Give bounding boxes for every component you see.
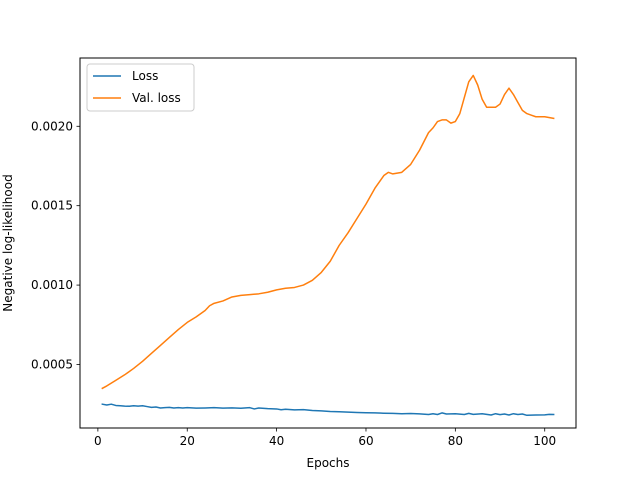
legend-label-loss: Loss	[132, 69, 158, 83]
x-tick-label: 40	[269, 434, 284, 448]
series-line-val-loss	[101, 74, 555, 390]
x-tick-label: 20	[180, 434, 195, 448]
x-tick-label: 0	[94, 434, 102, 448]
series-line-loss	[101, 403, 555, 417]
plot-area	[80, 58, 576, 428]
y-axis-title: Negative log-likelihood	[1, 174, 15, 311]
x-tick-label: 80	[448, 434, 463, 448]
y-tick-label: 0.0010	[31, 278, 73, 292]
x-axis: 0 20 40 60 80 100	[94, 428, 556, 448]
y-axis: 0.0005 0.0010 0.0015 0.0020	[31, 119, 80, 371]
x-axis-title: Epochs	[307, 456, 350, 470]
legend: Loss Val. loss	[86, 63, 195, 112]
y-tick-label: 0.0015	[31, 199, 73, 213]
legend-label-val-loss: Val. loss	[132, 91, 181, 105]
plot-frame	[79, 57, 577, 429]
x-tick-label: 60	[358, 434, 373, 448]
x-tick-label: 100	[533, 434, 556, 448]
y-tick-label: 0.0020	[31, 119, 73, 133]
y-tick-label: 0.0005	[31, 357, 73, 371]
series-layer	[101, 74, 555, 417]
